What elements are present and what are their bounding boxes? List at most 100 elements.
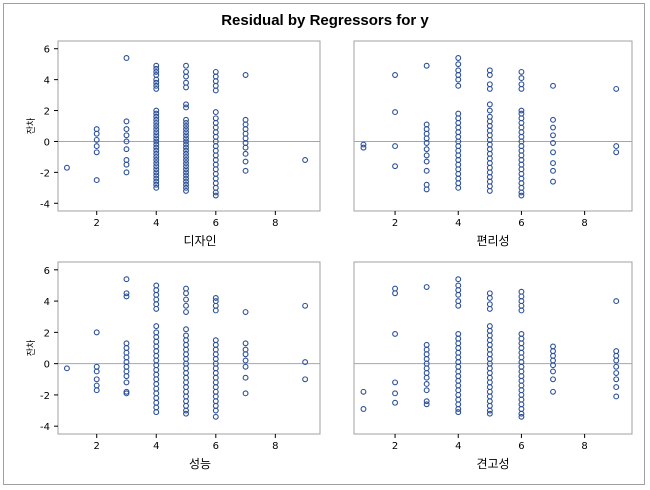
scatter-point [153,138,160,145]
scatter-point [153,169,160,176]
x-tick-label: 4 [153,441,159,452]
scatter-point [550,116,556,123]
scatter-point [423,158,430,165]
scatter-point [613,357,620,364]
scatter-point [550,140,556,146]
scatter-point [455,409,462,416]
scatter-point [302,359,309,366]
scatter-point [153,144,160,151]
scatter-point [183,150,189,157]
scatter-point [63,365,70,372]
scatter-point [183,166,189,173]
scatter-point [550,124,556,131]
scatter-point [613,376,620,383]
x-tick-label: 2 [392,441,398,452]
panel-frame-4 [353,261,633,435]
scatter-point [392,390,399,397]
scatter-point [518,68,525,75]
scatter-point [486,187,493,194]
scatter-point [550,178,556,185]
scatter-point [302,302,309,309]
scatter-point [153,135,160,142]
scatter-point [123,293,130,300]
scatter-point [93,368,100,375]
scatter-point [153,79,160,86]
x-tick-label: 4 [153,218,159,229]
scatter-point [392,163,399,170]
scatter-point [183,138,189,145]
scatter-point [423,62,430,69]
y-tick-label: 4 [44,297,50,308]
scatter-point [183,302,189,309]
scatter-point [153,126,160,133]
scatter-point [486,305,493,312]
scatter-point [486,85,493,92]
scatter-point [183,187,189,194]
scatter-point [550,82,556,89]
scatter-point [212,295,219,301]
scatter-point [183,73,189,80]
scatter-point [613,384,620,391]
scatter-point [392,72,399,78]
scatter-point [550,362,556,369]
scatter-point [613,85,620,92]
scatter-point [183,104,189,111]
scatter-point [360,388,367,395]
scatter-point [93,376,100,383]
y-tick-label: 0 [44,360,50,371]
y-tick-label: -4 [40,422,50,433]
scatter-point [423,374,430,381]
x-axis-label-1: 디자인 [183,234,216,248]
x-axis-label-2: 편리성 [476,234,509,248]
x-tick-label: 8 [581,218,587,229]
scatter-point [455,82,462,89]
y-tick-label: -2 [40,168,50,179]
scatter-point [455,55,462,61]
scatter-point [183,309,189,315]
y-axis-label: 잔차 [25,117,37,134]
scatter-point [183,132,189,139]
scatter-point [550,388,556,395]
scatter-point [455,184,462,191]
scatter-point [242,150,249,157]
chart-title: Residual by Regressors for y [221,12,429,29]
scatter-point [613,370,620,376]
x-tick-label: 2 [94,218,100,229]
scatter-point [392,399,399,406]
scatter-point [392,143,399,150]
scatter-point [212,407,219,414]
x-tick-label: 2 [94,441,100,452]
scatter-point [242,144,249,151]
scatter-point [153,62,160,69]
scatter-point [123,290,130,297]
scatter-point [123,169,130,176]
scatter-point [123,138,130,145]
scatter-point [613,149,620,156]
scatter-point [153,178,160,185]
y-tick-label: -4 [40,199,50,210]
scatter-point [183,163,189,170]
x-tick-label: 8 [272,441,278,452]
scatter-point [183,62,189,69]
scatter-point [212,109,219,116]
scatter-point [423,152,430,159]
scatter-point [613,298,620,305]
scatter-point [423,140,430,146]
scatter-point [455,302,462,309]
scatter-point [153,163,160,170]
x-tick-label: 2 [392,218,398,229]
scatter-point [93,387,100,394]
scatter-point [153,110,160,117]
scatter-point [242,357,249,364]
y-tick-label: 2 [44,107,50,118]
scatter-point [423,284,430,290]
x-tick-label: 8 [581,441,587,452]
scatter-point [93,149,100,156]
scatter-point [153,123,160,129]
scatter-point [153,323,160,330]
scatter-point [153,107,160,114]
scatter-point [153,153,160,160]
scatter-point [183,157,189,163]
scatter-point [550,160,556,167]
scatter-point [242,363,249,370]
